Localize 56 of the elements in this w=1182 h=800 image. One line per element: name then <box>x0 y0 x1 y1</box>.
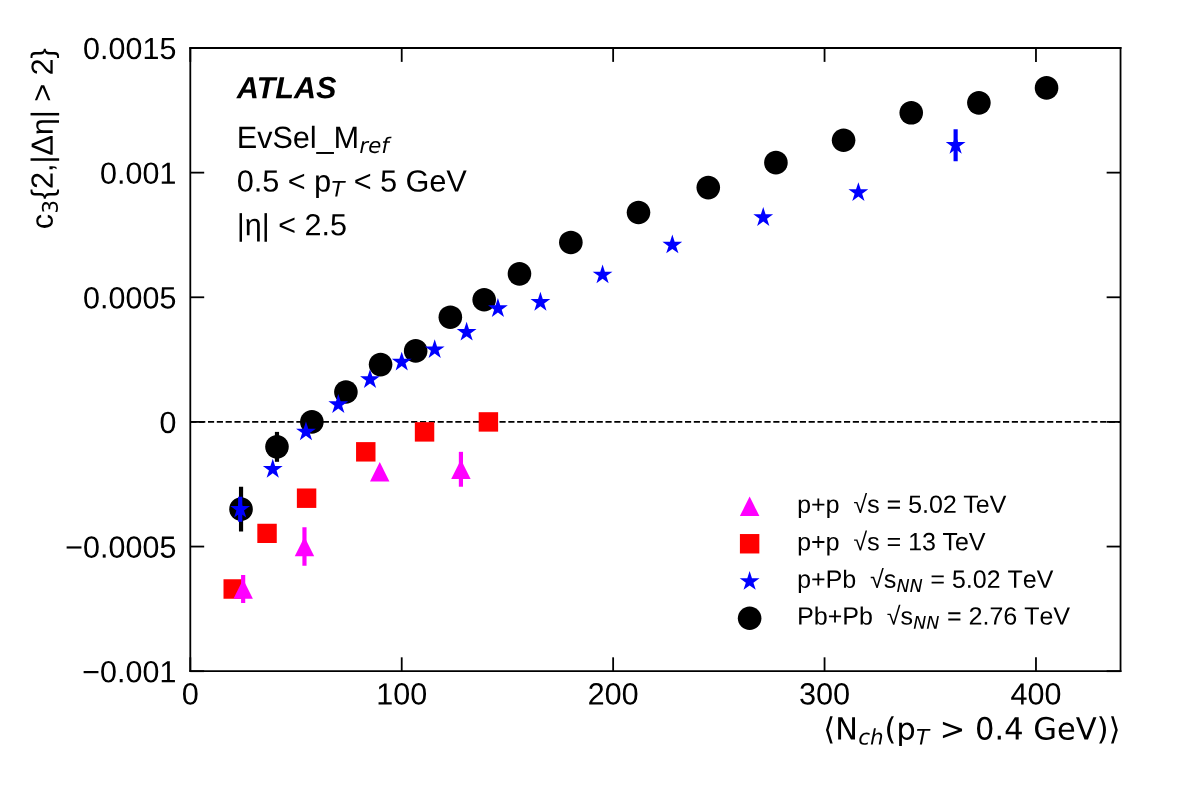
annotation: EvSel_M$_{ref}$ <box>239 125 392 154</box>
point <box>967 91 991 115</box>
point <box>403 339 428 363</box>
point <box>696 175 721 200</box>
annotation: ATLAS <box>236 76 337 99</box>
point <box>356 442 376 462</box>
y-tick-label: 0 <box>160 411 176 434</box>
point <box>334 380 358 404</box>
point <box>559 230 583 255</box>
point <box>472 287 496 312</box>
y-axis-title: c$_{3}${2,|Δη| > 2} <box>30 48 60 228</box>
point <box>328 394 349 413</box>
point <box>831 128 856 153</box>
x-tick-label: 100 <box>378 683 427 705</box>
legend-label: p+p √s = 13 TeV <box>798 530 986 556</box>
y-tick-label: 0.0015 <box>84 37 176 60</box>
y-tick-label: 0.0005 <box>84 287 176 309</box>
point <box>233 579 253 599</box>
point <box>456 321 477 341</box>
point <box>592 264 613 284</box>
point <box>899 101 924 125</box>
point <box>257 523 277 544</box>
point <box>662 234 683 254</box>
x-tick-label: 300 <box>800 683 849 705</box>
x-tick-label: 0 <box>183 683 198 705</box>
point <box>1034 76 1059 100</box>
point <box>262 458 283 478</box>
point <box>368 352 393 377</box>
x-tick-label: 200 <box>589 683 638 705</box>
point <box>296 488 317 508</box>
point <box>764 150 788 175</box>
y-tick-label: 0.001 <box>101 162 175 185</box>
legend-label: Pb+Pb √s$_{NN}$ = 2.76 TeV <box>799 604 1070 629</box>
point <box>848 182 869 202</box>
point <box>478 412 499 432</box>
point <box>488 298 508 317</box>
legend-label: p+Pb √s$_{NN}$ = 5.02 TeV <box>798 568 1054 593</box>
point <box>370 462 390 482</box>
y-tick-label: −0.0005 <box>66 536 176 558</box>
point <box>530 291 551 311</box>
x-tick-label: 400 <box>1011 683 1061 705</box>
point <box>753 207 774 226</box>
point <box>424 339 445 359</box>
y-tick-label: −0.001 <box>83 660 175 683</box>
legend-label: p+p √s = 5.02 TeV <box>798 493 1007 519</box>
point <box>438 305 463 330</box>
annotation: |η| < 2.5 <box>239 213 346 242</box>
point <box>296 421 316 441</box>
annotation: 0.5 < p$_{T}$ < 5 GeV <box>238 170 467 198</box>
point <box>414 422 435 442</box>
point <box>360 369 380 388</box>
point <box>626 200 651 225</box>
point <box>391 351 412 371</box>
x-axis-title: ⟨N$_{ch}$(p$_{T}$ > 0.4 GeV)⟩ <box>825 716 1118 746</box>
point <box>265 435 289 459</box>
point <box>507 262 532 286</box>
